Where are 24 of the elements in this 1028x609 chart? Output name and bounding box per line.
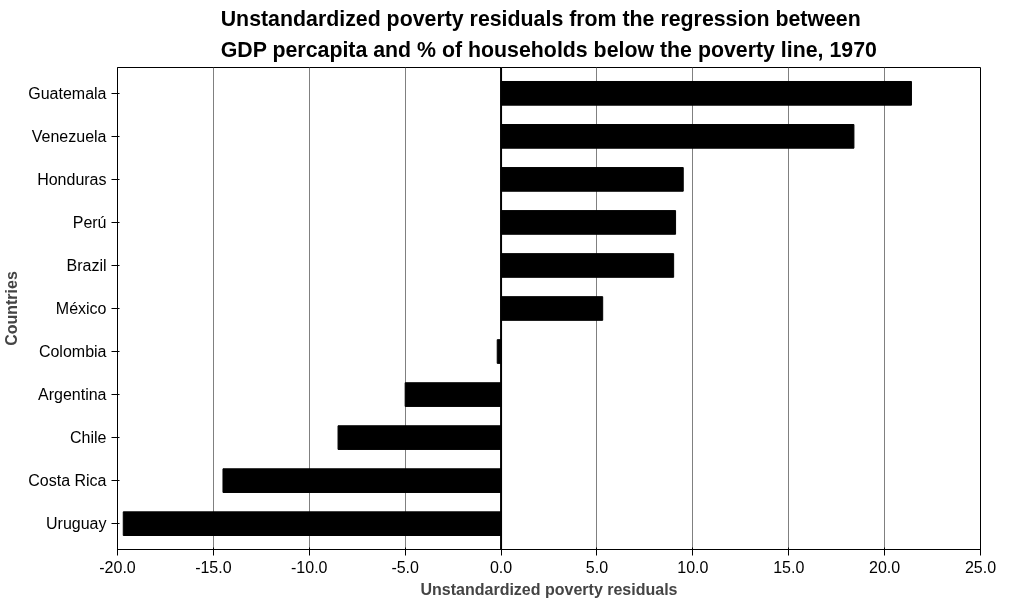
y-tick-label: México xyxy=(55,300,107,317)
x-tick-label: 5.0 xyxy=(585,558,609,576)
y-tick-label: Brazil xyxy=(66,256,107,274)
y-tick-label: Colombia xyxy=(38,343,107,361)
x-tick-label: 20.0 xyxy=(869,558,901,576)
x-tick-label: 15.0 xyxy=(773,558,805,576)
y-tick-label: Guatemala xyxy=(28,84,107,102)
y-tick-label: Argentina xyxy=(38,386,107,404)
y-tick-label: Uruguay xyxy=(46,515,107,533)
x-axis-title: Unstandardized poverty residuals xyxy=(420,580,678,598)
x-tick-label: -10.0 xyxy=(291,558,328,576)
x-tick-label: 10.0 xyxy=(677,558,709,576)
y-tick-label: Venezuela xyxy=(31,127,107,145)
chart-title: Unstandardized poverty residuals from the regression between GDP percapita and % of households below the poverty line, 1970 xyxy=(220,7,877,63)
y-tick-label: Chile xyxy=(70,429,107,447)
y-tick-label: Perú xyxy=(72,213,107,231)
x-tick-label: -15.0 xyxy=(195,558,232,576)
x-tick-label: 0.0 xyxy=(489,558,513,576)
x-tick-label: -20.0 xyxy=(99,558,136,576)
x-tick-label: -5.0 xyxy=(391,558,420,576)
y-axis-title: Countries xyxy=(3,271,21,346)
x-tick-label: 25.0 xyxy=(964,558,997,576)
y-tick-label: Honduras xyxy=(37,170,107,188)
y-tick-label: Costa Rica xyxy=(28,472,107,490)
